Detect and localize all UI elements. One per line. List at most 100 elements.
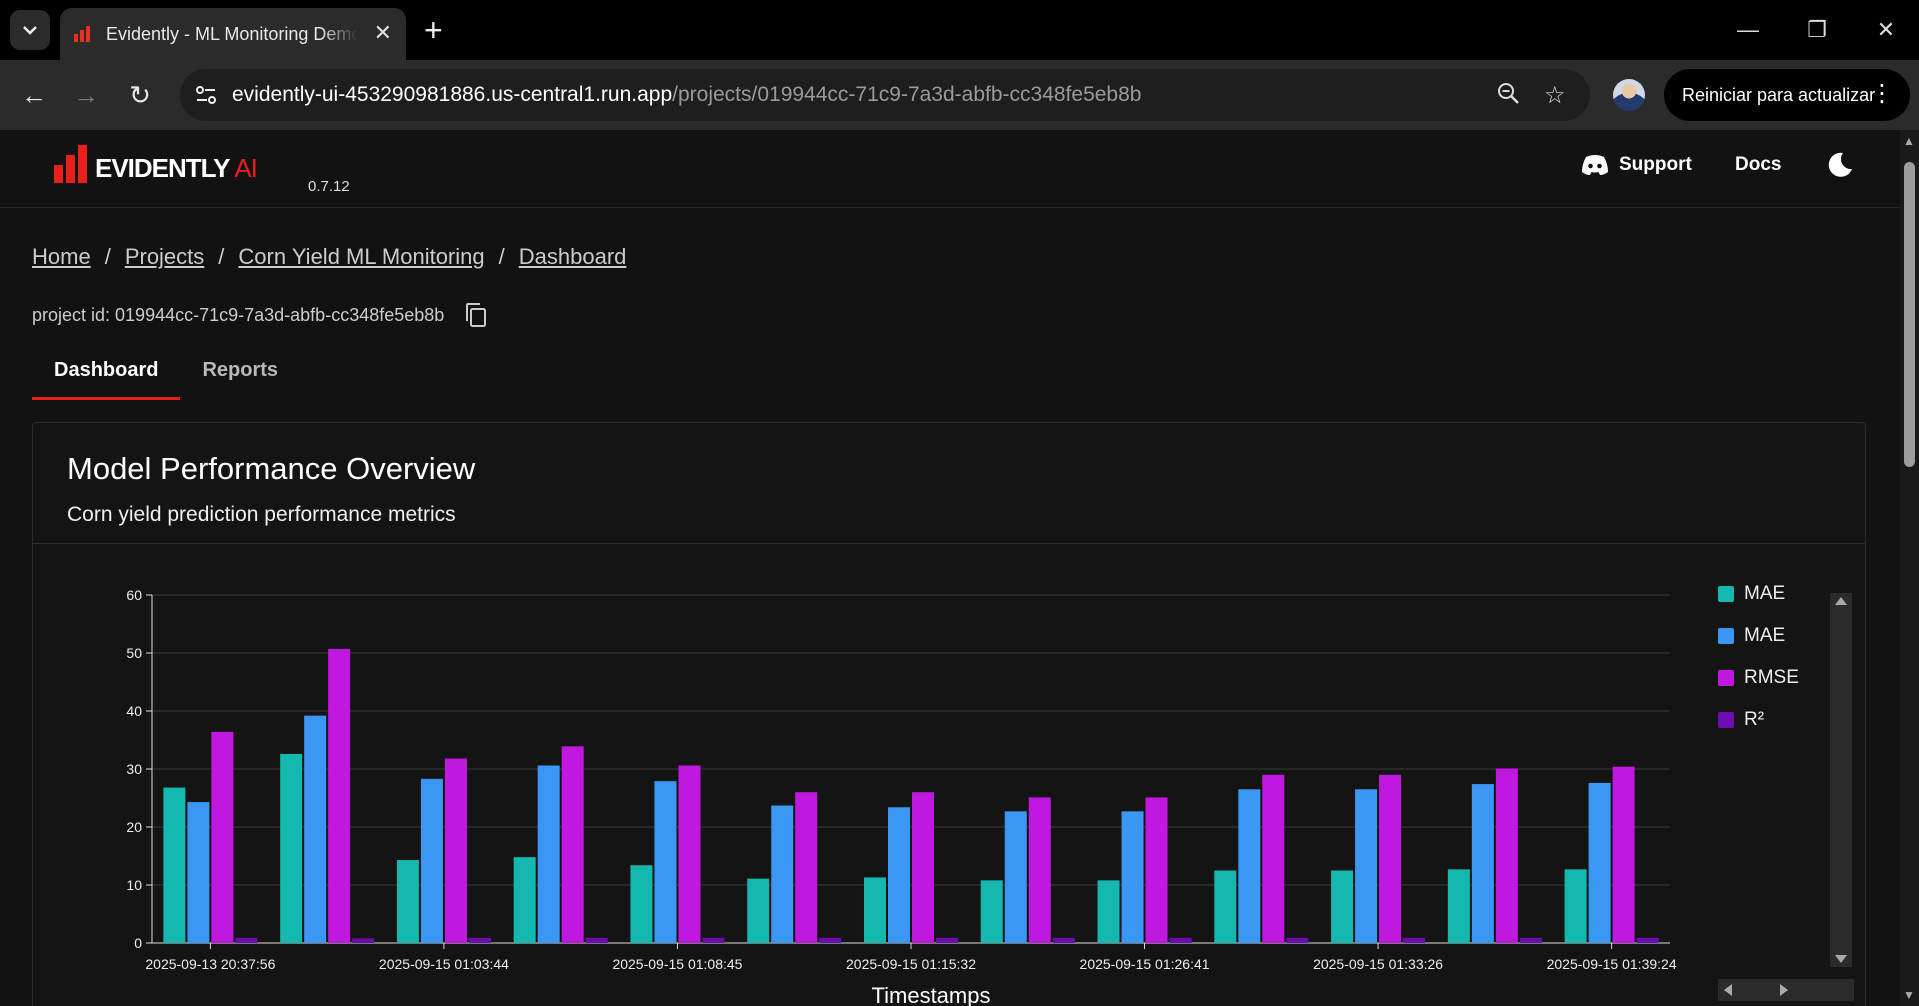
- chart-legend: MAE MAE RMSE R²: [1718, 583, 1854, 1001]
- address-bar[interactable]: evidently-ui-453290981886.us-central1.ru…: [180, 69, 1590, 121]
- bar-rmse-0: [211, 731, 234, 943]
- app-header: EVIDENTLY AI 0.7.12 Support Docs: [0, 130, 1900, 208]
- tab-reports[interactable]: Reports: [202, 359, 279, 381]
- bar-mae-6: [888, 807, 910, 943]
- legend-item[interactable]: R²: [1718, 709, 1764, 731]
- y-tick-label: 60: [126, 587, 142, 603]
- discord-icon: [1582, 155, 1608, 175]
- breadcrumb-dashboard[interactable]: Dashboard: [518, 244, 627, 269]
- y-tick-label: 0: [134, 935, 142, 951]
- bar-rmse-9: [1262, 774, 1285, 943]
- breadcrumb: Home / Projects / Corn Yield ML Monitori…: [32, 244, 627, 269]
- url-text: evidently-ui-453290981886.us-central1.ru…: [232, 83, 1142, 106]
- bar-r-5: [819, 937, 842, 943]
- profile-avatar[interactable]: [1613, 79, 1645, 111]
- x-axis-label: Timestamps: [872, 983, 991, 1006]
- bar-mae-2: [396, 860, 419, 943]
- breadcrumb-projects[interactable]: Projects: [124, 244, 205, 269]
- page-scrollbar[interactable]: ▲ ▼: [1900, 130, 1919, 1006]
- bar-r-11: [1519, 937, 1542, 943]
- bar-rmse-3: [561, 746, 584, 943]
- more-options-icon[interactable]: ⋮: [1870, 80, 1894, 107]
- bar-r-1: [352, 938, 375, 943]
- bar-mae-6: [864, 877, 886, 943]
- x-tick-label: 2025-09-15 01:39:24: [1547, 956, 1677, 972]
- page-scroll-thumb[interactable]: [1904, 162, 1915, 467]
- y-tick-label: 10: [126, 877, 142, 893]
- bar-r-12: [1636, 937, 1659, 943]
- tab-list-button[interactable]: [10, 10, 50, 50]
- performance-bar-chart: 0 10 20 30 40 50 60 2025-09-13 20:37:56 2025-09-…: [126, 587, 1677, 1006]
- legend-swatch: [1718, 712, 1734, 728]
- evidently-logo[interactable]: EVIDENTLY AI: [54, 145, 258, 183]
- x-tick-label: 2025-09-15 01:08:45: [612, 956, 742, 972]
- project-id-text: project id: 019944cc-71c9-7a3d-abfb-cc34…: [32, 304, 445, 325]
- bar-r-4: [702, 937, 725, 943]
- tab-dashboard[interactable]: Dashboard: [32, 350, 181, 400]
- browser-tab[interactable]: Evidently - ML Monitoring Demo ✕: [60, 8, 406, 60]
- site-settings-icon[interactable]: [180, 69, 232, 121]
- back-arrow-icon[interactable]: ←: [21, 79, 47, 110]
- bar-mae-9: [1214, 870, 1237, 943]
- bar-mae-12: [1588, 782, 1611, 943]
- close-window-icon[interactable]: ✕: [1876, 17, 1896, 42]
- bar-rmse-8: [1145, 797, 1168, 943]
- copy-icon[interactable]: [464, 302, 488, 328]
- panel-divider: [33, 543, 1865, 544]
- bar-mae-8: [1097, 880, 1120, 943]
- bar-rmse-12: [1612, 766, 1635, 943]
- dark-mode-moon-icon[interactable]: [1825, 150, 1855, 180]
- bar-mae-0: [163, 787, 186, 943]
- scroll-down-icon[interactable]: ▼: [1903, 988, 1915, 1002]
- bar-mae-4: [654, 781, 677, 943]
- breadcrumb-home[interactable]: Home: [32, 244, 91, 269]
- tab-title: Evidently - ML Monitoring Demo: [106, 23, 358, 44]
- bar-mae-12: [1564, 869, 1587, 943]
- project-id: project id: 019944cc-71c9-7a3d-abfb-cc34…: [32, 302, 488, 328]
- bar-mae-7: [1004, 811, 1027, 943]
- bar-rmse-6: [912, 792, 934, 943]
- bar-rmse-1: [328, 648, 351, 943]
- docs-link[interactable]: Docs: [1735, 154, 1782, 175]
- bar-r-7: [1052, 937, 1075, 943]
- bookmark-star-icon[interactable]: ☆: [1544, 82, 1566, 109]
- bar-mae-11: [1471, 784, 1494, 943]
- legend-item[interactable]: MAE: [1718, 583, 1785, 605]
- legend-item[interactable]: RMSE: [1718, 667, 1799, 689]
- scroll-up-icon[interactable]: ▲: [1903, 134, 1915, 148]
- x-tick-label: 2025-09-13 20:37:56: [145, 956, 275, 972]
- breadcrumb-project[interactable]: Corn Yield ML Monitoring: [238, 244, 485, 269]
- bar-mae-5: [747, 878, 770, 943]
- new-tab-plus-icon[interactable]: +: [424, 12, 443, 48]
- bar-mae-8: [1121, 811, 1144, 943]
- x-tick-label: 2025-09-15 01:33:26: [1313, 956, 1443, 972]
- y-tick-label: 50: [126, 645, 142, 661]
- legend-label: MAE: [1744, 583, 1786, 604]
- legend-scrollbar[interactable]: [1830, 593, 1852, 967]
- logo-ai-text: AI: [229, 153, 258, 183]
- x-tick-label: 2025-09-15 01:15:32: [846, 956, 976, 972]
- restart-label: Reiniciar para actualizar: [1682, 84, 1876, 105]
- legend-item[interactable]: MAE: [1718, 625, 1785, 647]
- forward-arrow-icon[interactable]: →: [73, 79, 99, 110]
- bar-mae-10: [1331, 870, 1354, 943]
- restart-to-update-button[interactable]: Reiniciar para actualizar ⋮: [1664, 69, 1910, 121]
- close-icon[interactable]: ✕: [373, 20, 392, 45]
- bar-r-10: [1403, 937, 1426, 943]
- legend-swatch: [1718, 628, 1734, 644]
- minimize-icon[interactable]: —: [1737, 17, 1759, 42]
- legend-label: RMSE: [1744, 667, 1799, 688]
- bar-mae-1: [280, 753, 303, 943]
- x-tick-label: 2025-09-15 01:03:44: [379, 956, 509, 972]
- bar-rmse-10: [1379, 774, 1402, 943]
- bar-mae-11: [1447, 869, 1470, 943]
- bar-mae-9: [1238, 789, 1261, 943]
- restore-window-icon[interactable]: ❐: [1807, 17, 1827, 42]
- bar-rmse-7: [1028, 797, 1051, 943]
- support-label: Support: [1619, 154, 1692, 175]
- support-link[interactable]: Support: [1581, 154, 1692, 176]
- legend-horizontal-scrollbar[interactable]: [1718, 979, 1854, 1001]
- zoom-icon[interactable]: [1496, 81, 1520, 112]
- reload-icon[interactable]: ↻: [129, 79, 151, 110]
- bar-mae-0: [187, 802, 210, 943]
